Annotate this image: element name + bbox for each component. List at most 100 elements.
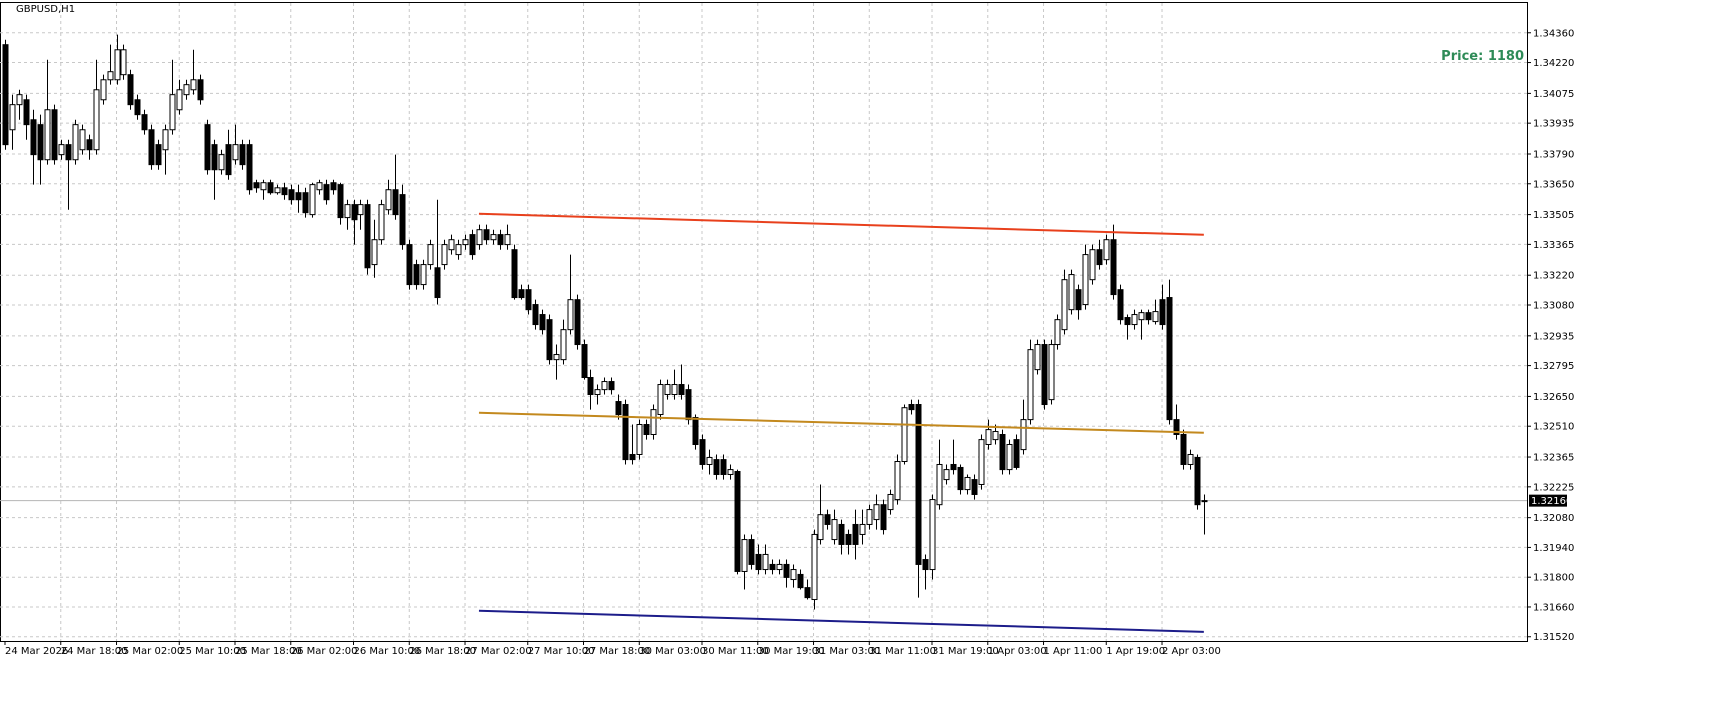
trend-line bbox=[478, 411, 1204, 434]
candle-body bbox=[288, 189, 295, 201]
candle-body bbox=[908, 404, 915, 411]
candle-body bbox=[344, 204, 351, 219]
candle-body bbox=[65, 144, 72, 161]
candle-body bbox=[1194, 456, 1201, 506]
candle-body bbox=[706, 456, 713, 465]
y-tick-label: 1.32365 bbox=[1533, 453, 1574, 464]
candle-body bbox=[957, 466, 964, 491]
x-tick-label: 27 Mar 18:00 bbox=[584, 646, 651, 657]
candle-body bbox=[1089, 249, 1096, 281]
candle-body bbox=[253, 182, 260, 189]
candle-body bbox=[811, 533, 818, 601]
candle-body bbox=[1054, 319, 1061, 346]
candle-body bbox=[574, 299, 581, 346]
candle-body bbox=[309, 184, 316, 216]
candle-body bbox=[699, 439, 706, 465]
candle-body bbox=[587, 377, 594, 396]
candle-body bbox=[1131, 314, 1138, 326]
candle-body bbox=[992, 431, 999, 441]
candle-body bbox=[72, 124, 79, 161]
candle-body bbox=[518, 289, 525, 299]
candle-body bbox=[1180, 434, 1187, 465]
candle-body bbox=[1096, 249, 1103, 266]
candle-body bbox=[866, 509, 873, 525]
candle-body bbox=[51, 109, 58, 161]
x-tick-label: 27 Mar 10:00 bbox=[528, 646, 595, 657]
candle-body bbox=[420, 264, 427, 286]
candle-body bbox=[100, 79, 107, 101]
candle-body bbox=[838, 523, 845, 545]
candle-body bbox=[1013, 439, 1020, 468]
candle-body bbox=[351, 204, 358, 221]
x-tick-label: 24 Mar 18:00 bbox=[61, 646, 128, 657]
candle-body bbox=[999, 434, 1006, 471]
candle-body bbox=[1034, 344, 1041, 371]
candle-body bbox=[1124, 317, 1131, 326]
candle-body bbox=[162, 129, 169, 151]
candle-body bbox=[441, 244, 448, 266]
candle-body bbox=[629, 453, 636, 461]
candle-body bbox=[922, 559, 929, 571]
candle-body bbox=[671, 384, 678, 396]
candle-body bbox=[894, 461, 901, 501]
candle-body bbox=[1061, 279, 1068, 331]
candle-body bbox=[943, 469, 950, 481]
x-tick-label: 26 Mar 02:00 bbox=[291, 646, 358, 657]
y-tick-label: 1.32935 bbox=[1533, 331, 1574, 342]
x-tick-label: 1 Apr 03:00 bbox=[988, 646, 1047, 657]
candle-body bbox=[378, 204, 385, 241]
candle-body bbox=[330, 182, 337, 191]
x-tick-label: 31 Mar 03:00 bbox=[814, 646, 881, 657]
candle-body bbox=[1152, 311, 1159, 323]
y-tick-label: 1.33650 bbox=[1533, 179, 1574, 190]
candle-body bbox=[1048, 344, 1055, 401]
candle-body bbox=[755, 553, 762, 571]
candle-body bbox=[176, 89, 183, 111]
candle-body bbox=[44, 109, 51, 161]
y-tick-label: 1.33505 bbox=[1533, 210, 1574, 221]
candle-body bbox=[86, 139, 93, 151]
y-tick-label: 1.32225 bbox=[1533, 482, 1574, 493]
candle-body bbox=[762, 553, 769, 571]
candle-body bbox=[567, 299, 574, 331]
candle-body bbox=[692, 416, 699, 445]
candle-body bbox=[678, 384, 685, 396]
y-tick-label: 1.32650 bbox=[1533, 392, 1574, 403]
y-tick-label: 1.31660 bbox=[1533, 602, 1574, 613]
x-tick-label: 25 Mar 18:00 bbox=[235, 646, 302, 657]
x-tick-label: 31 Mar 19:00 bbox=[932, 646, 999, 657]
candle-body bbox=[23, 99, 30, 126]
candle-body bbox=[448, 239, 455, 251]
candle-body bbox=[873, 504, 880, 521]
candle-body bbox=[1006, 443, 1013, 471]
candle-body bbox=[16, 94, 23, 106]
y-tick-label: 1.32080 bbox=[1533, 513, 1574, 524]
y-tick-label: 1.33935 bbox=[1533, 119, 1574, 130]
candle-body bbox=[845, 533, 852, 545]
candle-body bbox=[239, 144, 246, 166]
x-tick-label: 26 Mar 18:00 bbox=[409, 646, 476, 657]
x-tick-label: 27 Mar 02:00 bbox=[465, 646, 532, 657]
candle-body bbox=[2, 44, 9, 146]
y-tick-label: 1.33220 bbox=[1533, 271, 1574, 282]
candle-body bbox=[476, 229, 483, 246]
x-tick-label: 25 Mar 02:00 bbox=[117, 646, 184, 657]
candle-body bbox=[720, 459, 727, 475]
candle-body bbox=[155, 144, 162, 166]
candle-body bbox=[462, 239, 469, 246]
candle-body bbox=[1103, 239, 1110, 261]
candle-body bbox=[978, 439, 985, 485]
y-tick-label: 1.34075 bbox=[1533, 89, 1574, 100]
candle-body bbox=[713, 459, 720, 475]
y-tick-label: 1.33080 bbox=[1533, 300, 1574, 311]
candle-body bbox=[127, 74, 134, 106]
candle-body bbox=[197, 79, 204, 101]
candle-body bbox=[1117, 289, 1124, 321]
candle-body bbox=[1159, 299, 1166, 326]
candle-body bbox=[364, 204, 371, 269]
candle-body bbox=[776, 563, 783, 571]
candle-body bbox=[434, 267, 441, 299]
x-tick-label: 1 Apr 19:00 bbox=[1106, 646, 1165, 657]
candle-body bbox=[1187, 453, 1194, 465]
